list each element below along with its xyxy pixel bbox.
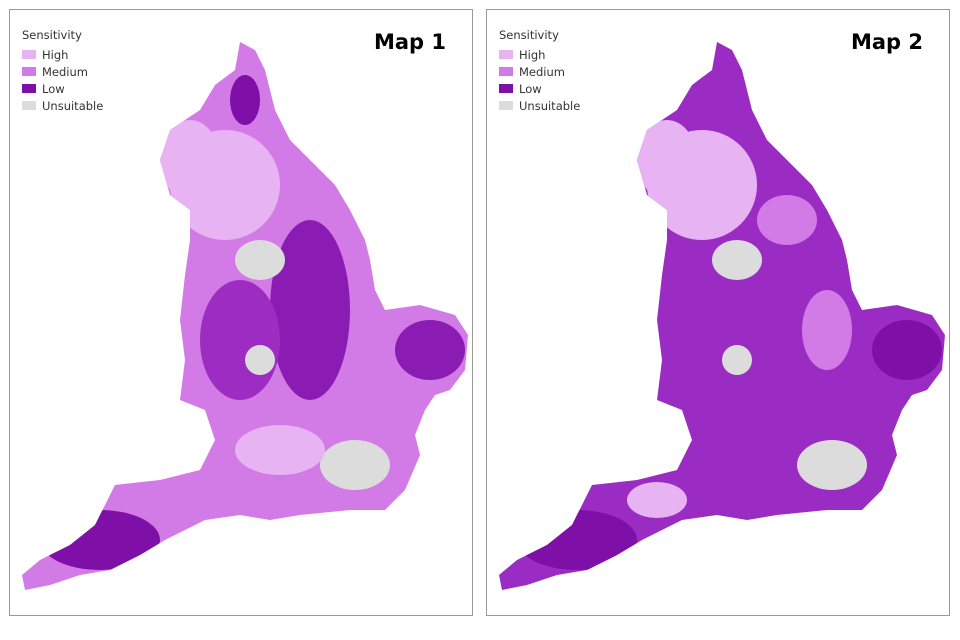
legend-swatch — [22, 67, 36, 76]
region-low — [872, 320, 942, 380]
map — [499, 42, 945, 590]
region-medium — [757, 195, 817, 245]
map-panel: Map 2 Sensitivity High Medium Low Unsuitabl… — [486, 9, 950, 616]
legend-label: Low — [519, 81, 542, 96]
legend-item: Low — [22, 80, 103, 97]
map — [22, 42, 468, 590]
region-low — [270, 220, 350, 400]
legend-swatch — [499, 101, 513, 110]
legend-title: Sensitivity — [22, 28, 82, 42]
map-title: Map 2 — [850, 30, 923, 54]
legend-item: High — [499, 46, 580, 63]
region-unsuitable — [245, 345, 275, 375]
region-unsuitable — [797, 440, 867, 490]
legend-item: Unsuitable — [22, 97, 103, 114]
legend-label: High — [42, 47, 69, 62]
region-low — [200, 280, 280, 400]
region-high — [637, 120, 697, 200]
legend-item: Medium — [22, 63, 103, 80]
legend-item: Unsuitable — [499, 97, 580, 114]
legend-swatch — [22, 50, 36, 59]
region-low — [517, 510, 637, 570]
region-medium — [802, 290, 852, 370]
legend: Sensitivity High Medium Low Unsuitable — [22, 28, 103, 114]
legend-label: High — [519, 47, 546, 62]
map-title: Map 1 — [373, 30, 446, 54]
legend-item: High — [22, 46, 103, 63]
legend-label: Medium — [42, 64, 88, 79]
region-unsuitable — [722, 345, 752, 375]
map-panel: Map 1 Sensitivity High Medium Low Unsuitabl… — [9, 9, 473, 616]
region-unsuitable — [235, 240, 285, 280]
legend-label: Unsuitable — [519, 98, 581, 113]
region-high — [160, 120, 220, 200]
legend-title: Sensitivity — [499, 28, 559, 42]
region-high — [235, 425, 325, 475]
legend-item: Low — [499, 80, 580, 97]
legend-swatch — [22, 84, 36, 93]
region-unsuitable — [712, 240, 762, 280]
legend-swatch — [499, 67, 513, 76]
region-unsuitable — [320, 440, 390, 490]
region-low — [230, 75, 260, 125]
region-low — [395, 320, 465, 380]
legend-swatch — [22, 101, 36, 110]
legend-label: Medium — [519, 64, 565, 79]
legend: Sensitivity High Medium Low Unsuitable — [499, 28, 580, 114]
legend-swatch — [499, 50, 513, 59]
legend-swatch — [499, 84, 513, 93]
legend-label: Unsuitable — [42, 98, 104, 113]
legend-item: Medium — [499, 63, 580, 80]
region-high — [627, 482, 687, 518]
legend-label: Low — [42, 81, 65, 96]
region-low — [40, 510, 160, 570]
